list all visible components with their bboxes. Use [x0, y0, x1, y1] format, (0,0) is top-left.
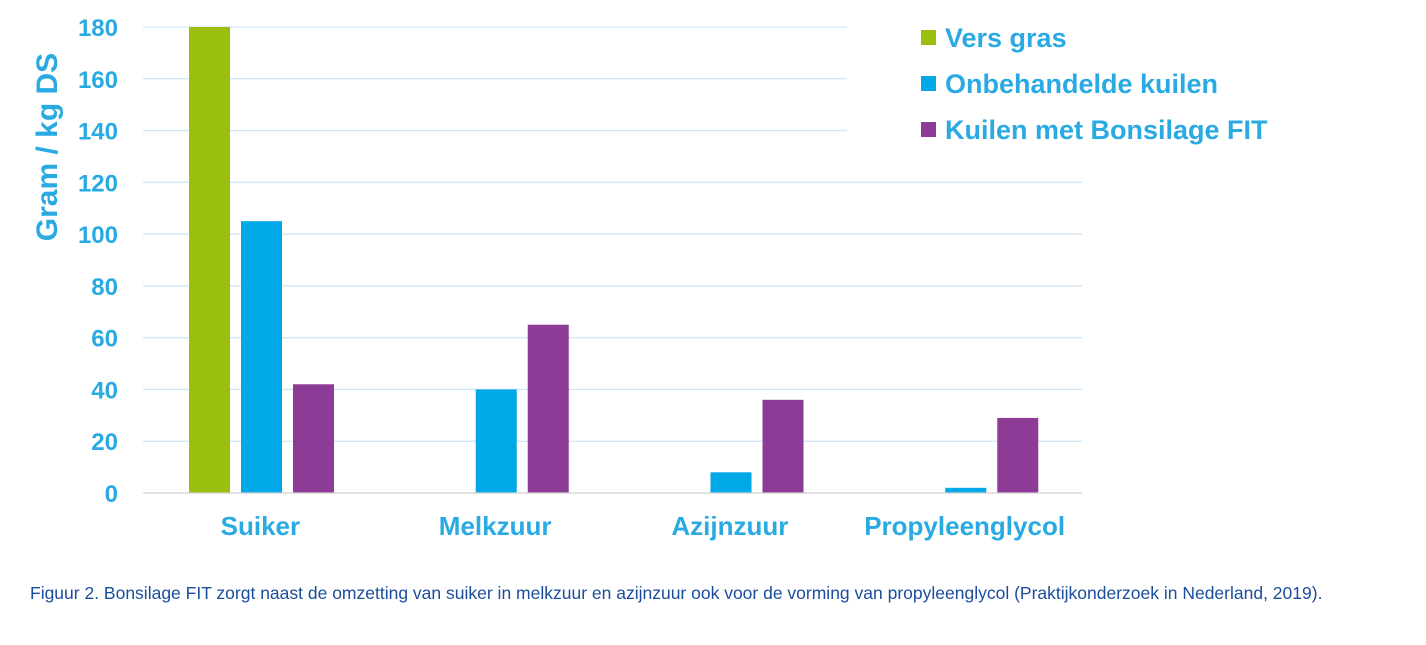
y-tick-labels: 0 20 40 60 80 100 120 140 160 180 [78, 15, 118, 508]
x-category-label: Azijnzuur [671, 511, 788, 541]
bar-melkzuur-3 [527, 324, 569, 493]
legend-label: Onbehandelde kuilen [945, 69, 1218, 99]
legend-label: Kuilen met Bonsilage FIT [945, 115, 1268, 145]
bar-propyleenglycol-3 [997, 417, 1039, 493]
legend-swatch [921, 30, 936, 45]
bars [189, 27, 1039, 493]
bar-suiker-1 [189, 27, 230, 493]
y-tick-label: 160 [78, 67, 118, 94]
y-tick-label: 120 [78, 170, 118, 197]
bar-azijnzuur-2 [710, 472, 752, 493]
gridlines [143, 26, 1082, 442]
y-tick-label: 40 [91, 377, 118, 404]
x-category-label: Suiker [221, 511, 301, 541]
bar-suiker-2 [241, 221, 282, 493]
bar-suiker-3 [293, 384, 334, 493]
bar-chart: 0 20 40 60 80 100 120 140 160 180 Suiker Melkzuur A… [31, 15, 1268, 541]
x-category-label: Melkzuur [439, 511, 552, 541]
y-tick-label: 180 [78, 15, 118, 42]
y-tick-label: 0 [105, 481, 118, 508]
bar-melkzuur-2 [475, 389, 517, 493]
y-tick-label: 60 [91, 326, 118, 353]
figure-caption: Figuur 2. Bonsilage FIT zorgt naast de o… [30, 583, 1323, 603]
y-tick-label: 140 [78, 119, 118, 146]
y-axis-label: Gram / kg DS [31, 53, 64, 241]
y-tick-label: 80 [91, 274, 118, 301]
legend-label: Vers gras [945, 23, 1067, 53]
legend-swatch [921, 76, 936, 91]
x-category-label: Propyleenglycol [864, 511, 1065, 541]
y-tick-label: 100 [78, 222, 118, 249]
bar-azijnzuur-3 [762, 399, 804, 493]
legend: Vers gras Onbehandelde kuilen Kuilen met B… [921, 23, 1268, 145]
bar-propyleenglycol-2 [945, 487, 987, 493]
y-tick-label: 20 [91, 429, 118, 456]
x-category-labels: Suiker Melkzuur Azijnzuur Propyleenglycol [221, 511, 1065, 541]
legend-swatch [921, 122, 936, 137]
